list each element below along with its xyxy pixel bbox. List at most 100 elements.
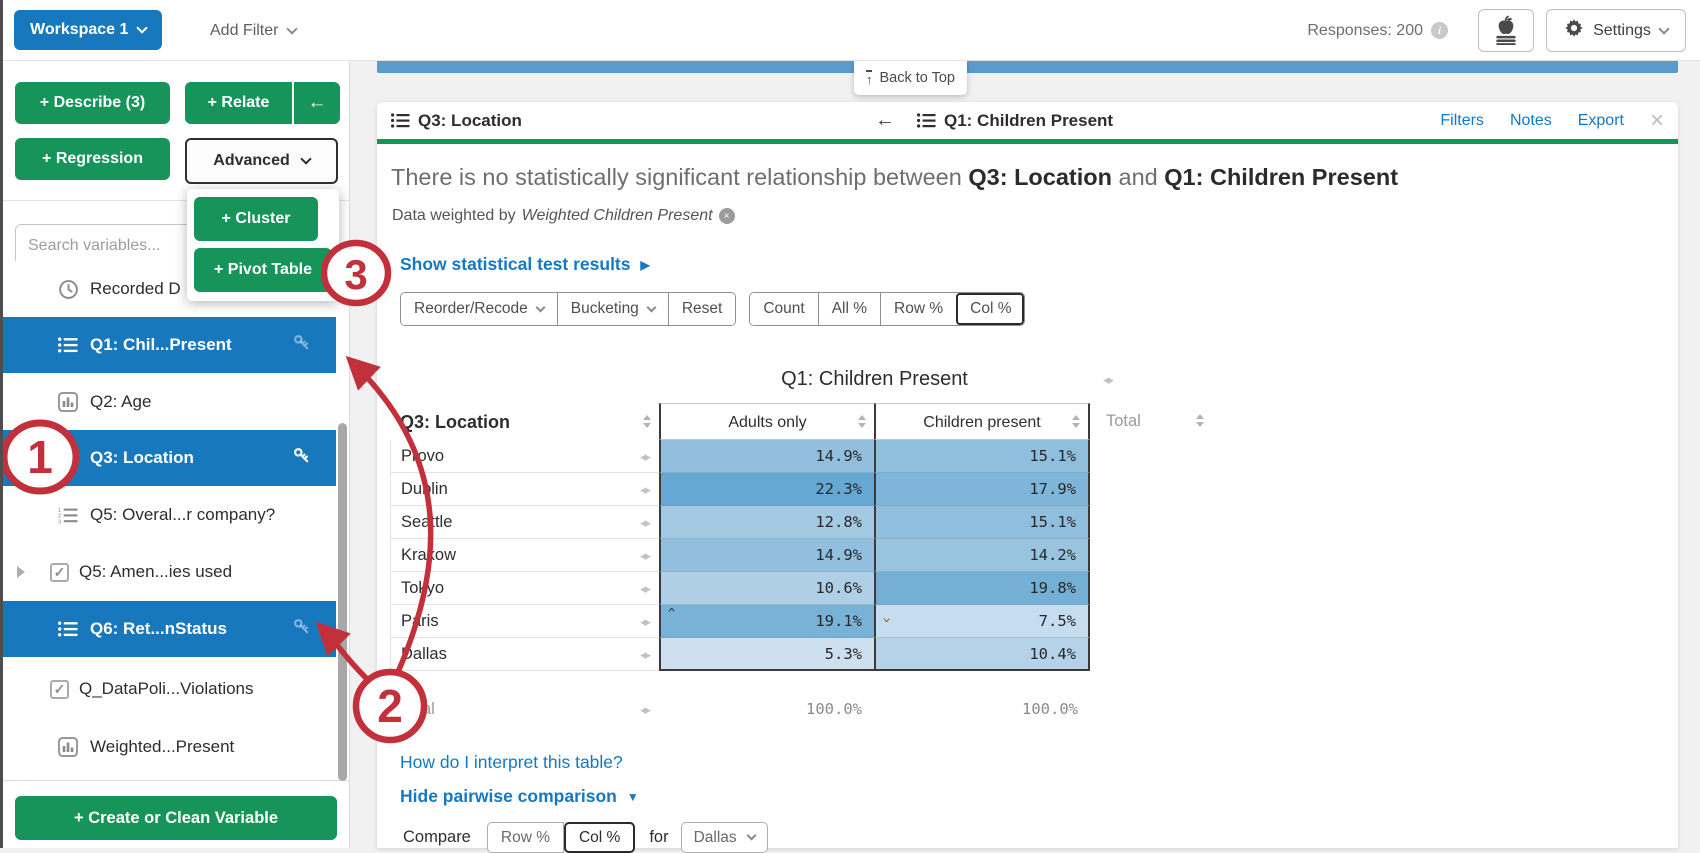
sidebar-item-weighted-present[interactable]: Weighted...Present [0,719,336,775]
notes-link[interactable]: Notes [1509,111,1552,129]
pivot-table-button[interactable]: + Pivot Table [194,248,332,292]
sort-icon[interactable] [1196,414,1204,427]
export-link[interactable]: Export [1577,111,1624,129]
spacer [1090,605,1240,638]
table-total-row: Total ◂▸ 100.0% 100.0% [390,693,1240,726]
column-header[interactable]: Children present [874,403,1090,440]
row-resize-icon[interactable]: ◂▸ [639,647,651,662]
row-resize-icon[interactable]: ◂▸ [639,614,651,629]
checkbox-checked-icon[interactable]: ✓ [50,679,69,699]
table-row-label[interactable]: Provo ◂▸ [390,440,659,473]
table-row-label[interactable]: Seattle ◂▸ [390,506,659,539]
spacer [1090,473,1240,506]
chevron-down-icon [535,302,546,312]
sort-icon[interactable] [1072,415,1080,428]
regression-button[interactable]: + Regression [15,138,170,180]
info-icon[interactable]: i [1431,22,1448,39]
compare-col-percent-toggle[interactable]: Col % [563,822,636,853]
hide-pairwise-comparison-link[interactable]: Hide pairwise comparison ▼ [400,786,639,806]
table-cell[interactable]: 14.2% [874,539,1090,572]
add-filter-dropdown[interactable]: Add Filter [210,0,299,61]
reorder-recode-dropdown[interactable]: Reorder/Recode [401,293,557,325]
row-dimension-header[interactable]: Q3: Location [390,403,659,440]
learning-resources-button[interactable] [1478,9,1534,52]
table-cell[interactable]: 19.8% [874,572,1090,605]
significantly-low-icon: ^ [883,610,891,624]
row-resize-icon: ◂▸ [639,702,651,717]
bucketing-dropdown[interactable]: Bucketing [556,293,668,325]
workspace-dropdown[interactable]: Workspace 1 [14,10,163,50]
compare-row-percent-toggle[interactable]: Row % [486,822,564,853]
weight-variable-name: Weighted Children Present [521,207,713,224]
table-cell[interactable]: 14.9% [659,539,874,572]
reset-button[interactable]: Reset [667,293,736,325]
table-cell[interactable]: 22.3% [659,473,874,506]
remove-weight-icon[interactable]: × [718,208,735,224]
filters-link[interactable]: Filters [1440,111,1484,129]
back-to-top-button[interactable]: ↑ Back to Top [854,61,967,95]
advanced-dropdown[interactable]: Advanced [185,138,338,184]
sidebar-item-q2-age[interactable]: Q2: Age [0,374,336,430]
all-percent-toggle[interactable]: All % [817,293,881,325]
table-row-label[interactable]: Dallas ◂▸ [390,638,659,671]
row-resize-icon[interactable]: ◂▸ [639,482,651,497]
sidebar-item-q-datapolicy[interactable]: ✓ Q_DataPoli...Violations [0,661,336,717]
bar-chart-icon [57,392,79,412]
table-row-label[interactable]: Krakow ◂▸ [390,539,659,572]
table-cell[interactable]: 10.6% [659,572,874,605]
sidebar-item-q5-amenities[interactable]: ✓ Q5: Amen...ies used [0,544,336,600]
variables-sidebar: + Describe (3) + Relate ← + Regression A… [0,61,350,848]
expand-caret-icon[interactable] [17,566,25,578]
row-resize-icon[interactable]: ◂▸ [639,581,651,596]
row-resize-icon[interactable]: ◂▸ [639,515,651,530]
interpret-table-link[interactable]: How do I interpret this table? [400,752,623,772]
row-percent-toggle[interactable]: Row % [880,293,957,325]
row-resize-icon[interactable]: ◂▸ [639,449,651,464]
sort-icon[interactable] [643,415,651,428]
table-cell[interactable]: 12.8% [659,506,874,539]
compare-category-select[interactable]: Dallas [680,822,768,853]
table-cell[interactable]: 14.9% [659,440,874,473]
sidebar-item-q1-children-present[interactable]: Q1: Chil...Present [0,317,336,373]
total-column-header[interactable]: Total [1090,403,1240,440]
row-resize-icon[interactable]: ◂▸ [639,548,651,563]
table-row-label[interactable]: Paris ◂▸ [390,605,659,638]
checkbox-checked-icon[interactable]: ✓ [50,562,69,582]
cluster-button[interactable]: + Cluster [194,197,318,241]
sidebar-scrollbar[interactable] [338,423,347,781]
column-header[interactable]: Adults only [659,403,874,440]
table-cell[interactable]: 17.9% [874,473,1090,506]
describe-button[interactable]: + Describe (3) [15,82,170,124]
sidebar-item-q6-return-status[interactable]: Q6: Ret...nStatus [0,601,336,657]
sidebar-item-q3-location[interactable]: Q3: Location [0,430,336,486]
close-icon[interactable]: × [1649,106,1664,134]
table-cell[interactable]: 15.1% [874,506,1090,539]
table-cell[interactable]: ^ 19.1% [659,605,874,638]
table-cell[interactable]: 10.4% [874,638,1090,671]
swap-back-arrow[interactable]: ← [875,109,895,131]
previous-card-edge [377,60,1678,73]
col-percent-toggle[interactable]: Col % [956,293,1025,325]
show-statistical-test-results-link[interactable]: Show statistical test results ▶ [400,254,650,274]
sort-icon[interactable] [858,415,866,428]
key-icon [293,447,310,469]
card-accent-bar [377,139,1678,144]
count-toggle[interactable]: Count [750,293,818,325]
svg-text:1: 1 [58,507,61,513]
column-resize-icon[interactable]: ◂▸ [1103,372,1114,387]
workspace-label: Workspace 1 [30,21,129,38]
relate-button[interactable]: + Relate [185,82,292,124]
collapse-panel-button[interactable]: ← [294,82,340,124]
row-variable-header: Q3: Location [391,111,522,131]
total-cell: 100.0% [806,700,862,718]
settings-button[interactable]: Settings [1546,9,1686,52]
table-cell[interactable]: ^ 7.5% [874,605,1090,638]
table-row-label[interactable]: Dublin ◂▸ [390,473,659,506]
sidebar-item-label: Weighted...Present [90,737,235,756]
table-cell[interactable]: 5.3% [659,638,874,671]
table-cell[interactable]: 15.1% [874,440,1090,473]
table-row-label[interactable]: Tokyo ◂▸ [390,572,659,605]
chevron-down-icon [646,302,657,312]
create-or-clean-variable-button[interactable]: + Create or Clean Variable [15,796,337,840]
